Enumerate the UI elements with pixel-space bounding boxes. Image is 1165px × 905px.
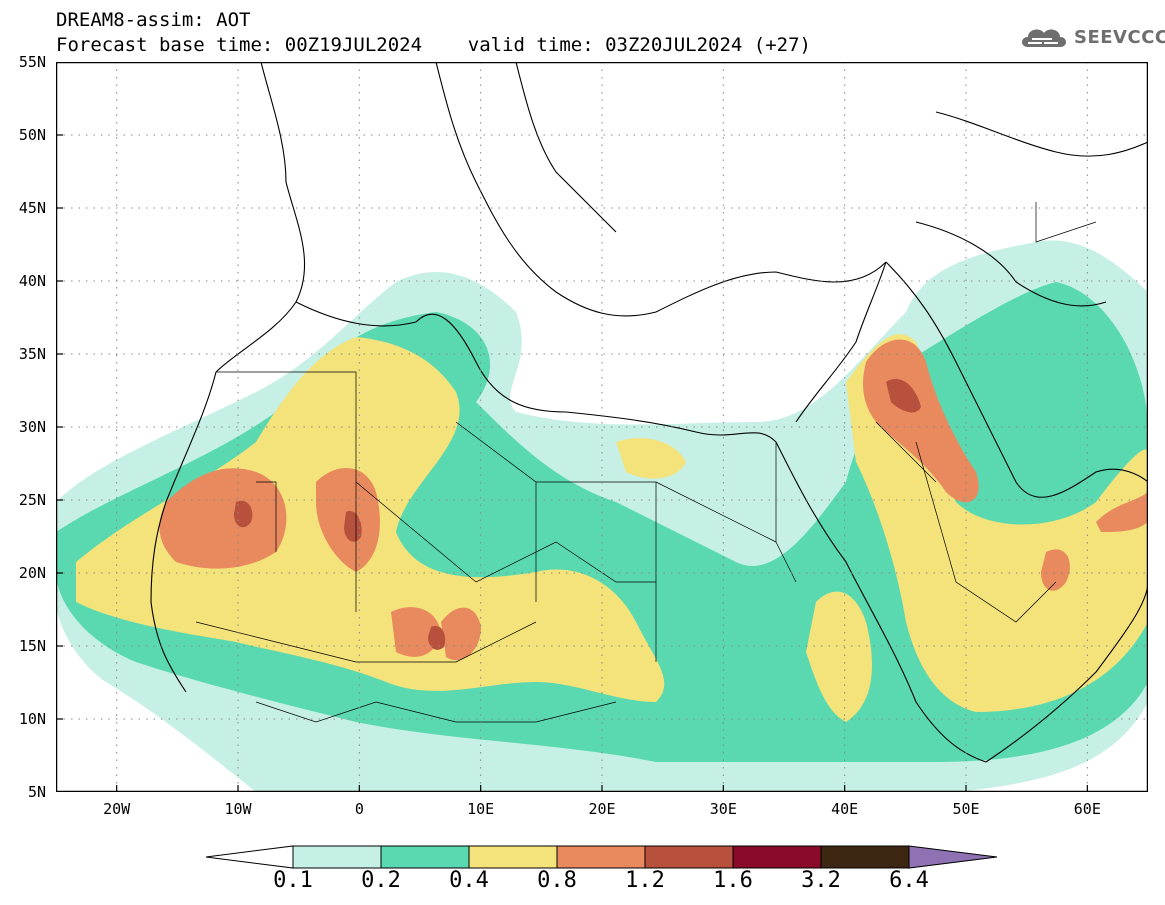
lat-label: 50N [18,126,46,144]
seevccc-logo: SEEVCCC [1018,22,1165,52]
lat-label: 25N [18,491,46,509]
colorbar-segment [556,845,646,869]
forecast-time-info: Forecast base time: 00Z19JUL2024 valid t… [56,34,811,56]
colorbar-segment [380,845,470,869]
lon-label: 20E [588,800,616,818]
colorbar-label: 3.2 [801,868,841,893]
map-title: DREAM8-assim: AOT [56,9,251,31]
lon-label: 10E [467,800,495,818]
coastlines [150,62,1148,763]
lon-label: 0 [354,800,364,818]
colorbar-label: 0.4 [449,868,489,893]
lat-label: 20N [18,564,46,582]
lat-label: 15N [18,637,46,655]
lon-label: 60E [1073,800,1101,818]
colorbar-label: 0.2 [361,868,401,893]
lon-label: 40E [831,800,859,818]
colorbar [205,845,998,869]
aot-contour-yellow-ethiopia [806,591,872,722]
colorbar-segment [468,845,558,869]
colorbar-segment [644,845,734,869]
lat-label: 30N [18,418,46,436]
colorbar-label: 0.1 [273,868,313,893]
cloud-icon [1022,29,1066,47]
aot-contour-darkred-4 [886,378,921,413]
lon-label: 20W [103,800,131,818]
colorbar-segment [820,845,910,869]
colorbar-label: 1.6 [713,868,753,893]
lon-label: 30E [709,800,737,818]
aot-contour-darkred-3 [428,625,446,650]
colorbar-low-arrow [205,845,294,869]
lon-label: 50E [952,800,980,818]
colorbar-segment [732,845,822,869]
country-borders [195,202,1097,723]
colorbar-label: 6.4 [889,868,929,893]
lat-label: 10N [18,710,46,728]
lat-label: 55N [18,53,46,71]
colorbar-label: 0.8 [537,868,577,893]
colorbar-high-arrow [908,845,998,869]
aot-contour-orange-oman [1041,492,1148,591]
lat-label: 45N [18,199,46,217]
lon-label: 10W [224,800,252,818]
aot-map [56,62,1148,792]
logo-text: SEEVCCC [1074,26,1165,48]
lat-label: 40N [18,272,46,290]
colorbar-segment [292,845,382,869]
lat-label: 5N [27,783,46,801]
aot-contour-darkred-1 [234,500,253,528]
aot-contour-orange-west [159,468,287,569]
lat-label: 35N [18,345,46,363]
aot-contour-yellow-lake [616,438,686,479]
aot-contour-darkred-2 [344,511,362,542]
gridlines [56,62,1148,792]
colorbar-label: 1.2 [625,868,665,893]
axis-ticks [56,62,1088,792]
map-canvas [56,62,1148,792]
